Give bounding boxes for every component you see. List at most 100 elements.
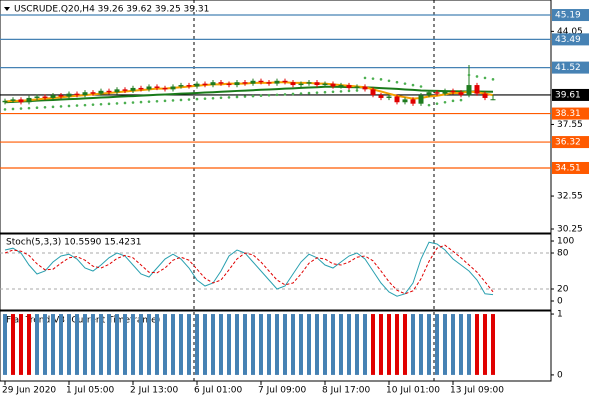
level-box <box>552 88 589 101</box>
x-tick-label: 29 Jun 2020 <box>2 386 56 396</box>
candle-body <box>474 85 480 94</box>
sar-dot <box>243 95 247 98</box>
sar-dot <box>3 108 7 111</box>
sar-dot <box>299 92 303 95</box>
level-box <box>552 136 589 149</box>
sar-dot <box>195 97 199 101</box>
candle-body <box>146 86 152 90</box>
sar-dot <box>147 100 151 103</box>
candle-body <box>90 92 96 94</box>
candle-body <box>306 82 312 84</box>
trend-bar <box>283 314 287 375</box>
candle-body <box>218 82 224 84</box>
sar-dot <box>219 96 223 100</box>
sar-dot <box>403 82 407 85</box>
sar-dot <box>203 97 207 100</box>
stoch-panel <box>0 233 552 311</box>
candle-body <box>282 80 288 83</box>
candle-body <box>370 89 376 96</box>
candle-body <box>2 100 8 103</box>
trend-bar <box>395 314 399 375</box>
y-tick-label: 100 <box>557 237 574 247</box>
trend-bar <box>35 314 39 375</box>
candle-body <box>266 82 272 84</box>
sar-dot <box>435 102 439 105</box>
sar-dot <box>491 78 495 81</box>
trend-bar <box>291 314 295 375</box>
sar-dot <box>419 85 423 88</box>
x-tick-label: 2 Jul 13:00 <box>130 386 179 396</box>
sar-dot <box>67 104 71 108</box>
sar-dot <box>259 94 263 97</box>
sar-dot <box>35 106 39 109</box>
level-label: 41.52 <box>555 63 581 73</box>
sar-dot <box>347 89 351 93</box>
trend-bar <box>371 314 375 375</box>
trend-bar <box>43 314 47 375</box>
sar-dot <box>91 103 95 106</box>
candle-body <box>74 93 80 96</box>
candle-body <box>402 99 408 103</box>
sar-dot <box>211 96 215 100</box>
trend-bar <box>219 314 223 375</box>
candle-body <box>250 80 256 84</box>
sar-dot <box>323 90 327 94</box>
trend-bar <box>107 314 111 375</box>
sar-dot <box>467 73 471 77</box>
candle-body <box>346 85 352 88</box>
candle-body <box>162 87 168 90</box>
candle-body <box>274 80 280 84</box>
trend-bar <box>411 314 415 375</box>
sar-dot <box>483 76 487 80</box>
sar-dot <box>139 100 143 104</box>
trend-bar <box>59 314 63 375</box>
x-tick-label: 8 Jul 17:00 <box>322 386 371 396</box>
sar-dot <box>387 79 391 83</box>
trend-bar <box>67 314 71 375</box>
level-label: 34.51 <box>555 163 581 173</box>
trend-bar <box>235 314 239 375</box>
main-panel <box>0 0 552 234</box>
trend-bar <box>187 314 191 375</box>
level-box <box>552 9 589 22</box>
level-box <box>552 161 589 174</box>
candle-body <box>378 95 384 98</box>
trend-bar <box>115 314 119 375</box>
trend-bar <box>387 314 391 375</box>
x-tick-label: 10 Jul 01:00 <box>386 386 440 396</box>
trend-bar <box>419 314 423 375</box>
trend-bar <box>363 314 367 375</box>
trend-bar <box>3 314 7 375</box>
level-label: 36.32 <box>555 138 581 148</box>
level-box <box>552 33 589 46</box>
level-label: 43.49 <box>555 35 581 45</box>
trend-bar <box>491 314 495 375</box>
sar-dot <box>339 90 343 93</box>
x-tick-label: 6 Jul 01:00 <box>194 386 243 396</box>
sar-dot <box>267 93 271 97</box>
level-box <box>552 61 589 74</box>
sar-dot <box>59 105 63 108</box>
candle-body <box>226 83 232 86</box>
trend-bar <box>259 314 263 375</box>
trend-bar <box>347 314 351 375</box>
trend-bar <box>443 314 447 375</box>
candle-body <box>458 92 464 96</box>
candle-body <box>234 82 240 86</box>
y-tick-label: 20 <box>557 285 569 295</box>
trend-bar <box>27 314 31 375</box>
ma-slow <box>4 85 494 104</box>
candle-body <box>210 82 216 86</box>
menu-icon[interactable] <box>4 7 10 11</box>
candle-body <box>466 85 472 96</box>
trend-bar <box>243 314 247 375</box>
stoch-title: Stoch(5,3,3) 10.5590 15.4231 <box>6 238 141 248</box>
level-label: 39.61 <box>555 90 581 100</box>
candle-body <box>298 83 304 86</box>
sar-dot <box>451 99 455 103</box>
y-tick-label: 37.55 <box>557 120 583 130</box>
sar-dot <box>155 99 159 103</box>
candle-body <box>418 95 424 104</box>
candle-body <box>314 82 320 86</box>
sar-dot <box>43 105 47 109</box>
